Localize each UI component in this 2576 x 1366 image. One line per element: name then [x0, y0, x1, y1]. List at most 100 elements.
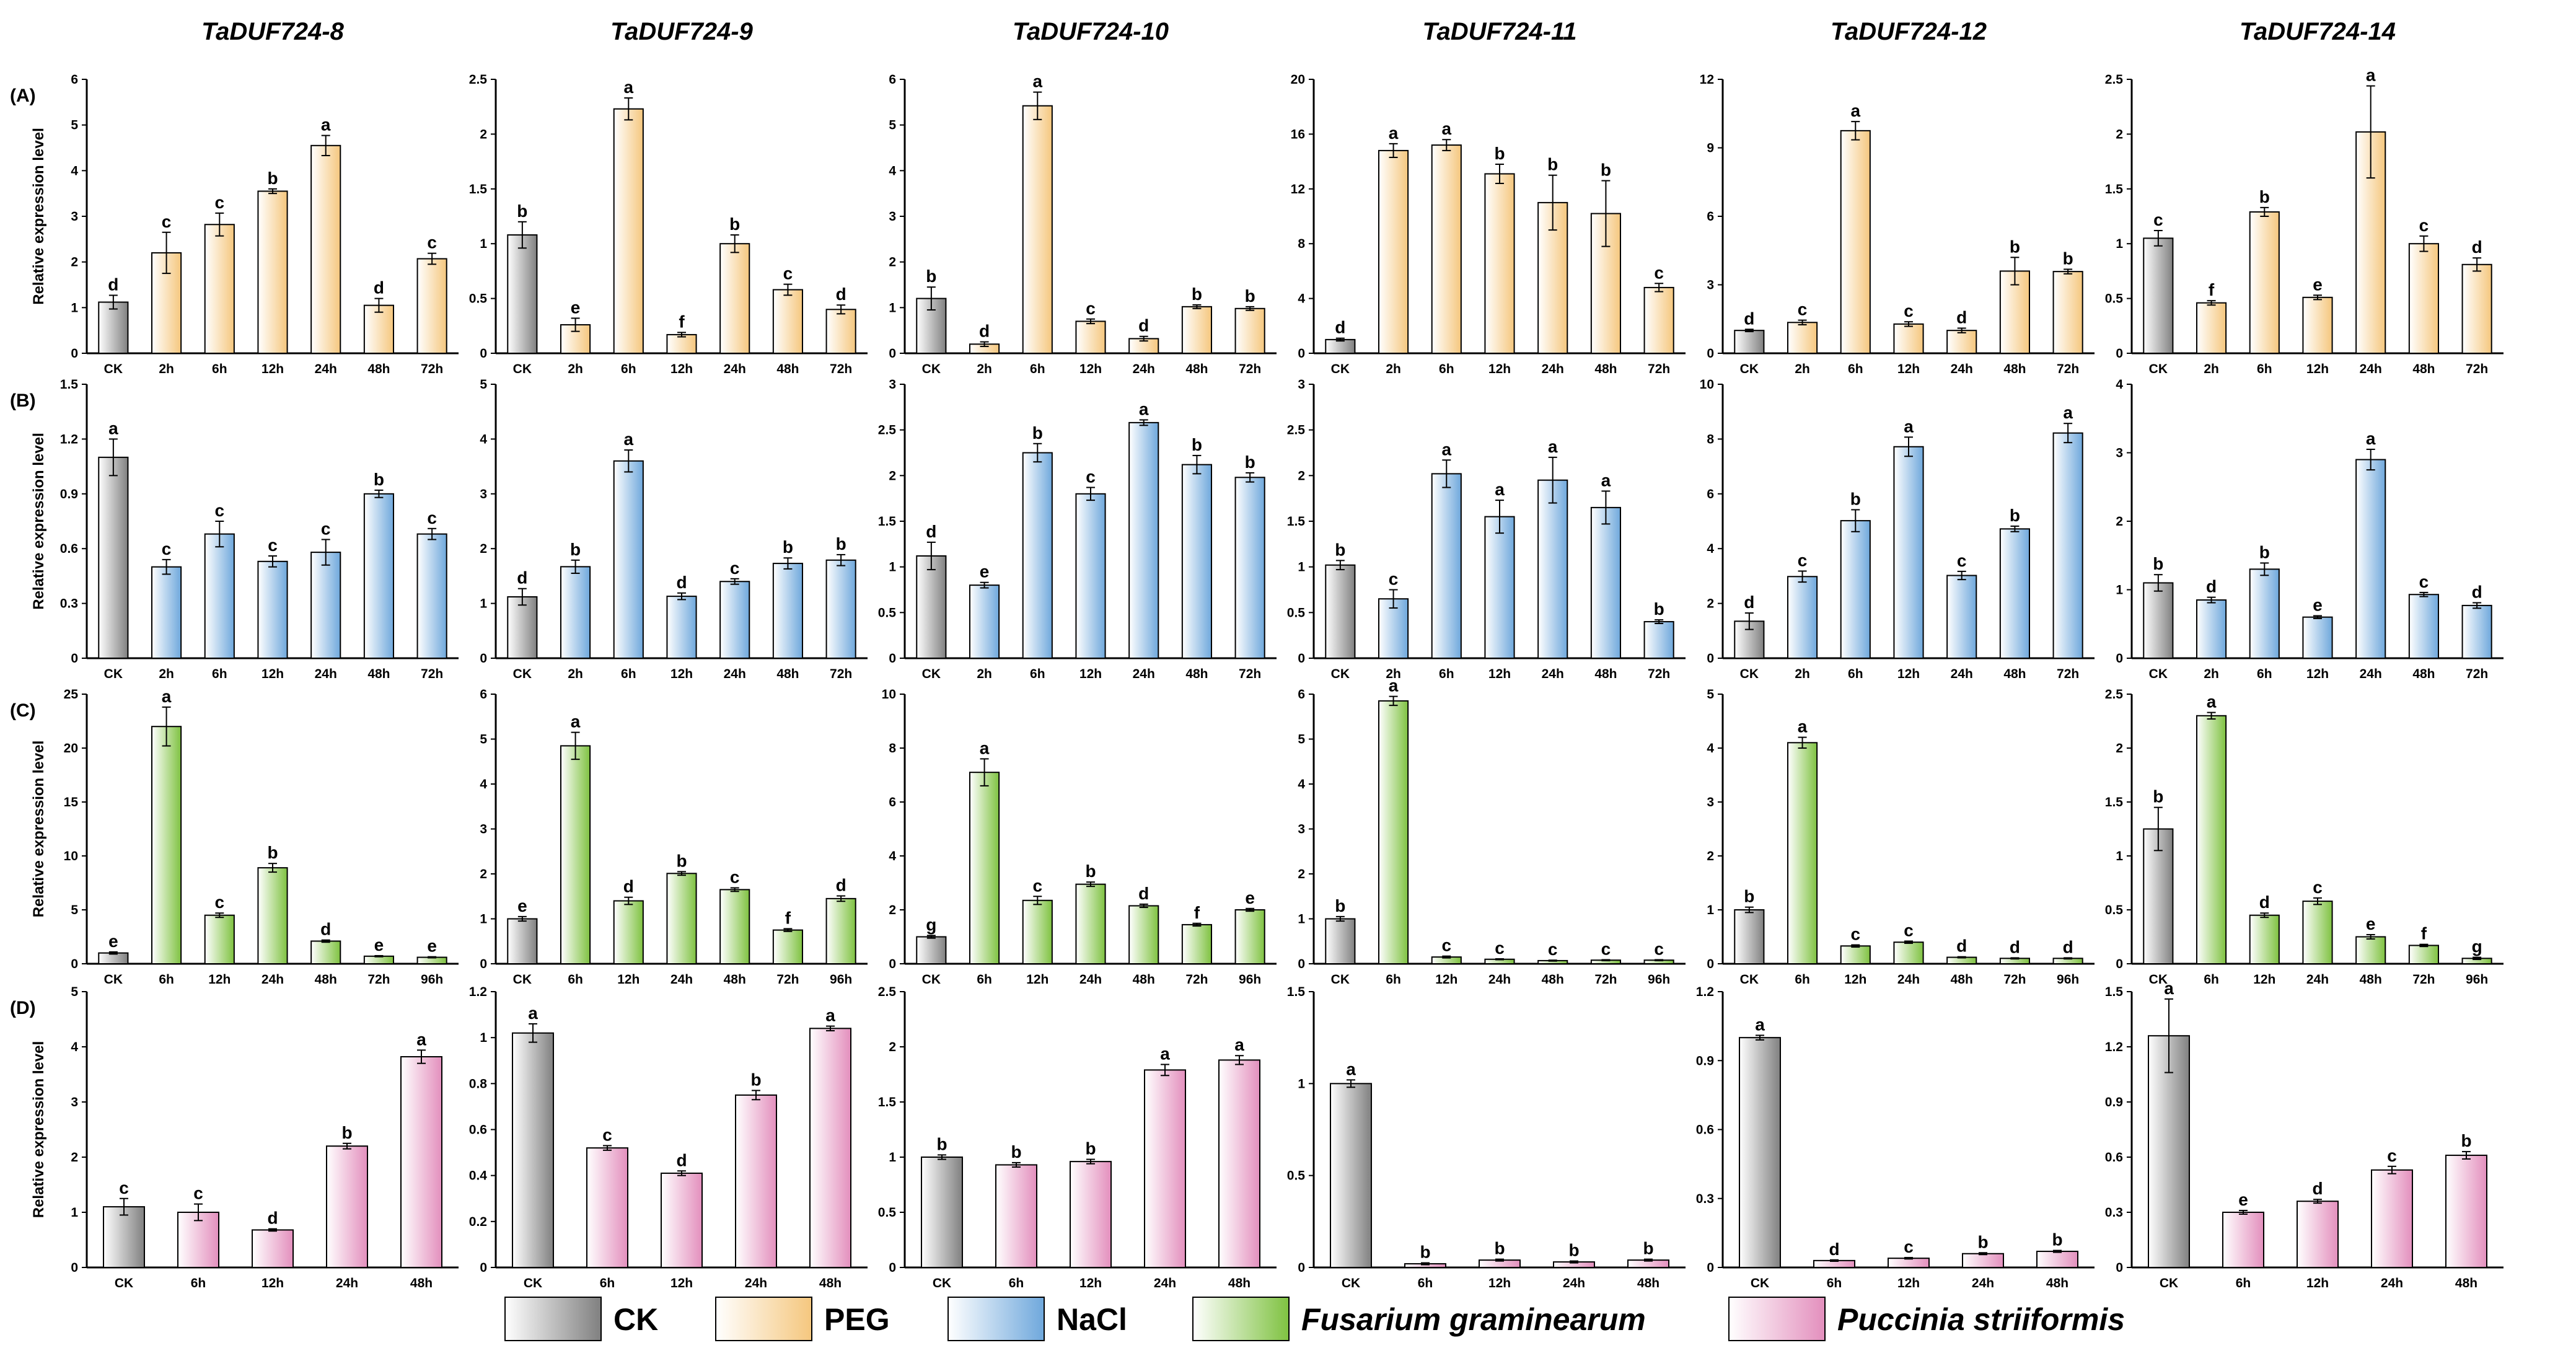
y-tick-label: 0.3 — [1696, 1192, 1714, 1206]
y-tick-label: 3 — [2116, 446, 2123, 460]
significance-letter: b — [926, 267, 936, 286]
legend-label: Fusarium graminearum — [1301, 1302, 1646, 1337]
bar-72h — [1234, 477, 1265, 659]
significance-letter: b — [1192, 284, 1202, 304]
y-tick-label: 0 — [1298, 346, 1305, 361]
bar-12h — [204, 914, 235, 964]
y-tick-label: 0 — [2116, 957, 2123, 971]
significance-letter: b — [1654, 599, 1664, 619]
x-tick-label: 2h — [2204, 362, 2219, 376]
y-tick-label: 16 — [1291, 127, 1305, 141]
y-tick-label: 1 — [1298, 912, 1305, 927]
x-tick-label: 72h — [2003, 972, 2026, 987]
significance-letter: a — [416, 1029, 426, 1049]
bar-6h — [586, 1147, 628, 1268]
x-tick-label: 24h — [1972, 1276, 1994, 1290]
x-tick-label: 12h — [1026, 972, 1048, 987]
panel-c-taduf724-14: 0 0.5 1 1.5 2 2.5 b CK a 6h d 12h c 24h e 48h f 72h g 96h — [2105, 687, 2503, 987]
x-tick-label: 24h — [670, 972, 693, 987]
significance-letter: b — [2461, 1131, 2471, 1150]
x-tick-label: 2h — [159, 362, 174, 376]
x-tick-label: 12h — [262, 1276, 284, 1290]
bar-ck — [507, 918, 538, 964]
significance-letter: b — [341, 1123, 352, 1142]
x-tick-label: 24h — [336, 1276, 358, 1290]
panel-a-taduf724-8: 0 1 2 3 4 5 6 d CK c 2h c 6h b 12h a 24h d 48h c 72h — [71, 73, 459, 376]
bar-ck — [1739, 1037, 1781, 1268]
y-tick-label: 1 — [71, 1205, 78, 1220]
significance-letter: f — [785, 908, 791, 927]
x-tick-label: 24h — [2360, 362, 2382, 376]
y-tick-label: 0.6 — [2105, 1150, 2123, 1165]
panel-c-taduf724-10: 0 2 4 6 8 10 g CK a 6h c 12h b 24h d 48h f 72h e 96h — [882, 687, 1277, 987]
y-tick-label: 1 — [1298, 560, 1305, 575]
column-title-taduf724-11: TaDUF724-11 — [1423, 18, 1577, 45]
significance-letter: d — [2206, 577, 2217, 596]
significance-letter: d — [1956, 936, 1967, 956]
y-tick-label: 4 — [1707, 542, 1714, 556]
bar-12h — [1893, 446, 1924, 659]
y-tick-label: 1.2 — [469, 985, 487, 999]
significance-letter: a — [1160, 1044, 1170, 1063]
panel-b-taduf724-12: 0 2 4 6 8 10 d CK c 2h b 6h a 12h c 24h b 48h a 72h — [1700, 377, 2095, 681]
bar-72h — [825, 559, 856, 659]
y-tick-label: 2 — [2116, 741, 2123, 756]
y-tick-label: 0.6 — [1696, 1123, 1714, 1137]
x-tick-label: 48h — [410, 1276, 433, 1290]
panel-a-taduf724-10: 0 1 2 3 4 5 6 b CK d 2h a 6h c 12h d 24h b 48h b 72h — [889, 72, 1277, 376]
y-tick-label: 4 — [71, 164, 78, 178]
y-tick-label: 1 — [480, 1031, 487, 1045]
x-tick-label: 12h — [1435, 972, 1457, 987]
significance-letter: a — [1346, 1059, 1356, 1078]
panel-a-taduf724-9: 0 0.5 1 1.5 2 2.5 b CK e 2h a 6h f 12h b 24h c 48h d 72h — [469, 73, 868, 376]
y-tick-label: 10 — [882, 687, 896, 702]
bar-ck — [921, 1157, 963, 1268]
y-tick-label: 0.5 — [2105, 292, 2124, 306]
significance-letter: c — [1654, 939, 1664, 958]
y-tick-label: 6 — [889, 73, 896, 87]
panel-b-taduf724-14: 0 1 2 3 4 b CK d 2h b 6h e 12h a 24h c 48h d 72h — [2116, 377, 2503, 681]
significance-letter: a — [980, 738, 990, 757]
legend-label: Puccinia striiformis — [1837, 1302, 2125, 1337]
significance-letter: d — [979, 322, 990, 341]
y-tick-label: 0.8 — [469, 1077, 488, 1091]
y-tick-label: 6 — [71, 73, 78, 87]
x-tick-label: 6h — [1386, 972, 1401, 987]
significance-letter: d — [926, 522, 936, 541]
y-tick-label: 2 — [889, 255, 896, 270]
y-tick-label: 6 — [889, 795, 896, 809]
significance-letter: c — [162, 539, 172, 558]
y-tick-label: 0 — [2116, 651, 2123, 666]
x-tick-label: 24h — [1154, 1276, 1176, 1290]
significance-letter: d — [517, 568, 527, 588]
y-tick-label: 2 — [2116, 127, 2123, 141]
bar-48h — [772, 289, 804, 354]
legend-swatch — [715, 1297, 812, 1341]
y-tick-label: 2.5 — [878, 423, 897, 438]
significance-letter: c — [1086, 299, 1096, 318]
significance-letter: b — [1494, 144, 1505, 163]
bar-12h — [1022, 899, 1053, 965]
significance-letter: e — [1245, 888, 1255, 907]
y-tick-label: 0 — [1298, 651, 1305, 666]
y-tick-label: 1.2 — [1696, 985, 1714, 999]
y-tick-label: 1 — [71, 301, 78, 315]
y-tick-label: 0.6 — [469, 1123, 487, 1137]
x-tick-label: 24h — [724, 667, 746, 681]
bar-48h — [719, 889, 750, 964]
bar-48h — [1181, 306, 1213, 354]
significance-letter: c — [427, 508, 437, 527]
x-tick-label: CK — [922, 362, 941, 376]
x-tick-label: CK — [524, 1276, 542, 1290]
x-tick-label: 24h — [262, 972, 284, 987]
significance-letter: c — [1032, 876, 1042, 895]
y-tick-label: 3 — [1707, 278, 1714, 293]
y-tick-label: 0 — [480, 957, 487, 971]
significance-letter: b — [2063, 249, 2073, 268]
significance-letter: d — [2312, 1179, 2323, 1198]
bar-6h — [1787, 742, 1818, 965]
bar-12h — [257, 560, 288, 659]
y-tick-label: 1.5 — [2105, 985, 2124, 999]
bar-72h — [2408, 945, 2440, 965]
y-tick-label: 0.2 — [469, 1215, 487, 1229]
